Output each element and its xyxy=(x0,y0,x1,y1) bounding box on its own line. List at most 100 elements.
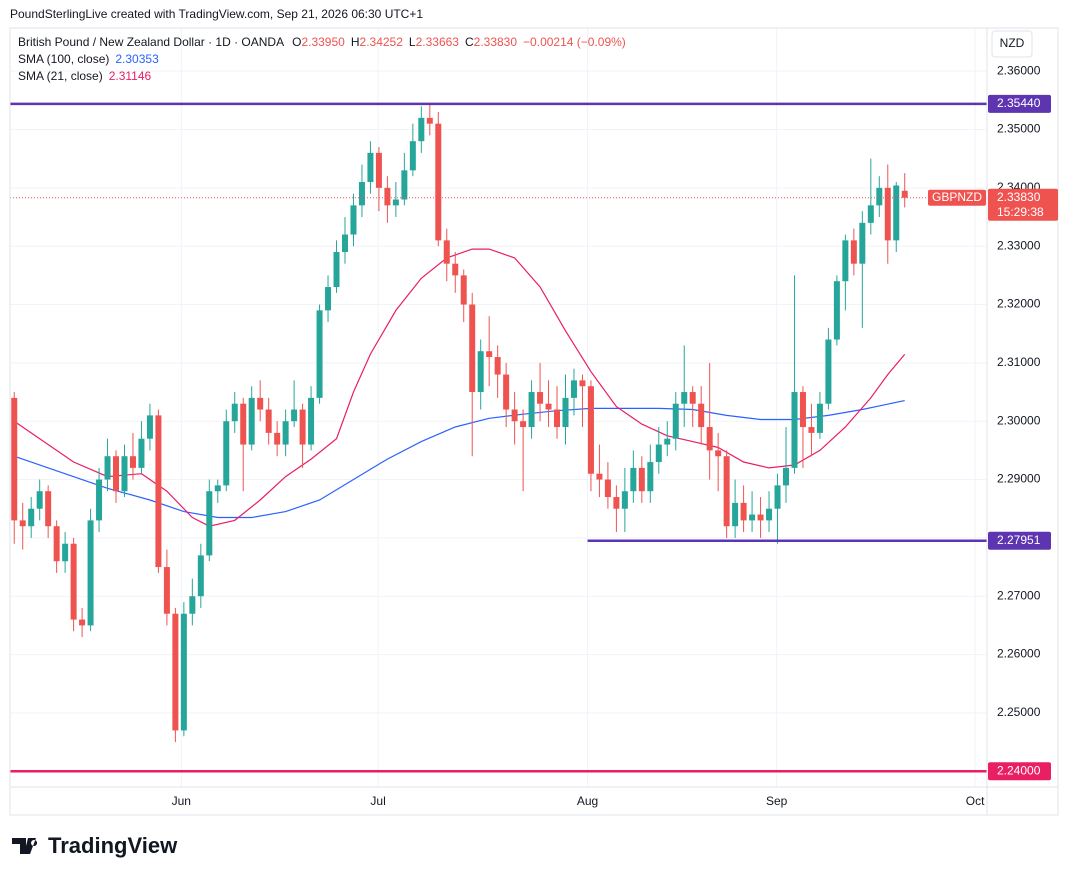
candle-body xyxy=(664,438,671,445)
ohlc-value: 2.33950 xyxy=(301,35,345,49)
candle-body xyxy=(426,117,433,124)
candle-body xyxy=(248,397,255,445)
marks xyxy=(11,103,908,743)
candle-body xyxy=(791,392,798,468)
candle-body xyxy=(155,415,162,568)
candle-body xyxy=(316,310,323,398)
axes: 2.250002.260002.270002.280002.290002.300… xyxy=(172,63,1058,808)
candle-body xyxy=(70,543,77,620)
candle-body xyxy=(689,392,696,404)
candle-body xyxy=(325,287,332,311)
candle-body xyxy=(520,421,527,428)
candle-body xyxy=(867,205,874,223)
candle-body xyxy=(384,187,391,206)
candle-body xyxy=(197,555,204,597)
candle-body xyxy=(341,234,348,253)
legend-item: SMA (21, close) 2.31146 xyxy=(18,69,152,83)
ohlc-key: C xyxy=(465,35,474,49)
candle-body xyxy=(172,613,179,731)
legend-value: 2.31146 xyxy=(109,69,152,83)
candle-body xyxy=(308,397,315,445)
candle-body xyxy=(825,339,832,404)
candle-body xyxy=(104,456,111,480)
candle-body xyxy=(129,456,136,468)
candle-body xyxy=(570,380,577,398)
candle-body xyxy=(545,403,552,410)
countdown: 15:29:38 xyxy=(997,205,1044,219)
candle-body xyxy=(443,240,450,264)
y-tick-label: 2.33000 xyxy=(997,238,1041,252)
candle-body xyxy=(706,427,713,451)
logo-icon xyxy=(12,838,38,854)
candle-body xyxy=(833,281,840,340)
candle-body xyxy=(723,456,730,527)
candle-body xyxy=(121,456,128,492)
candle-body xyxy=(189,596,196,614)
currency-box[interactable] xyxy=(991,30,1033,58)
overlay: GBPNZD British Pound / New Zealand Dollar… xyxy=(10,35,987,773)
candle-body xyxy=(604,479,611,498)
y-tick-label: 2.27000 xyxy=(997,588,1041,602)
candle-body xyxy=(460,275,467,305)
candle-body xyxy=(893,185,900,241)
candle-body xyxy=(621,491,628,509)
ohlc-value: 2.34252 xyxy=(360,35,404,49)
y-tick-label: 2.32000 xyxy=(997,297,1041,311)
sma-line xyxy=(13,248,906,527)
candle-body xyxy=(681,392,688,404)
candle-body xyxy=(358,182,365,206)
x-tick-label: Jun xyxy=(172,794,191,808)
candle-body xyxy=(333,252,340,288)
symbol-title: British Pound / New Zealand Dollar · 1D … xyxy=(18,35,284,49)
x-tick-label: Aug xyxy=(577,794,598,808)
candle-body xyxy=(799,392,806,428)
candle-body xyxy=(579,380,586,387)
candle-body xyxy=(62,543,69,562)
candle-body xyxy=(231,403,238,422)
candle-body xyxy=(655,444,662,463)
candle-body xyxy=(206,491,213,556)
currency: NZD xyxy=(1000,36,1025,50)
ohlc-value: 2.33830 xyxy=(474,35,518,49)
candle-body xyxy=(774,485,781,509)
legend-item: SMA (100, close) 2.30353 xyxy=(18,52,159,66)
candle-body xyxy=(876,187,883,206)
candle-body xyxy=(740,502,747,521)
ohlc-value: 2.33663 xyxy=(416,35,460,49)
candle-body xyxy=(113,456,120,492)
candle-body xyxy=(11,397,18,521)
candle-body xyxy=(79,619,86,626)
level-tag xyxy=(988,531,1051,550)
candle-body xyxy=(418,117,425,142)
candle-body xyxy=(766,508,773,521)
y-tick-label: 2.26000 xyxy=(997,647,1041,661)
candle-body xyxy=(503,374,510,410)
y-tick-label: 2.31000 xyxy=(997,355,1041,369)
legend-header: British Pound / New Zealand Dollar · 1D … xyxy=(18,35,626,49)
y-tick-label: 2.36000 xyxy=(997,63,1041,77)
y-tick-label: 2.29000 xyxy=(997,472,1041,486)
frame xyxy=(9,27,1059,816)
brand: TradingView xyxy=(48,833,178,858)
candle-body xyxy=(672,403,679,439)
candle-body xyxy=(96,479,103,521)
level-label: 2.35440 xyxy=(997,96,1041,110)
candle-body xyxy=(749,514,756,521)
grid xyxy=(10,28,987,787)
candle-body xyxy=(562,397,569,428)
candle-body xyxy=(884,187,891,241)
y-tick-label: 2.30000 xyxy=(997,413,1041,427)
candle-body xyxy=(87,520,94,626)
candle-body xyxy=(265,409,272,433)
candle-body xyxy=(808,427,815,433)
y-tick-label: 2.35000 xyxy=(997,122,1041,136)
candle-body xyxy=(596,473,603,480)
candle-body xyxy=(537,392,544,404)
level-tag xyxy=(988,762,1051,781)
candle-body xyxy=(587,386,594,474)
level-label: 2.24000 xyxy=(997,763,1041,777)
attribution: PoundSterlingLive created with TradingVi… xyxy=(10,7,423,21)
candle-body xyxy=(299,409,306,445)
candle-body xyxy=(45,491,52,527)
